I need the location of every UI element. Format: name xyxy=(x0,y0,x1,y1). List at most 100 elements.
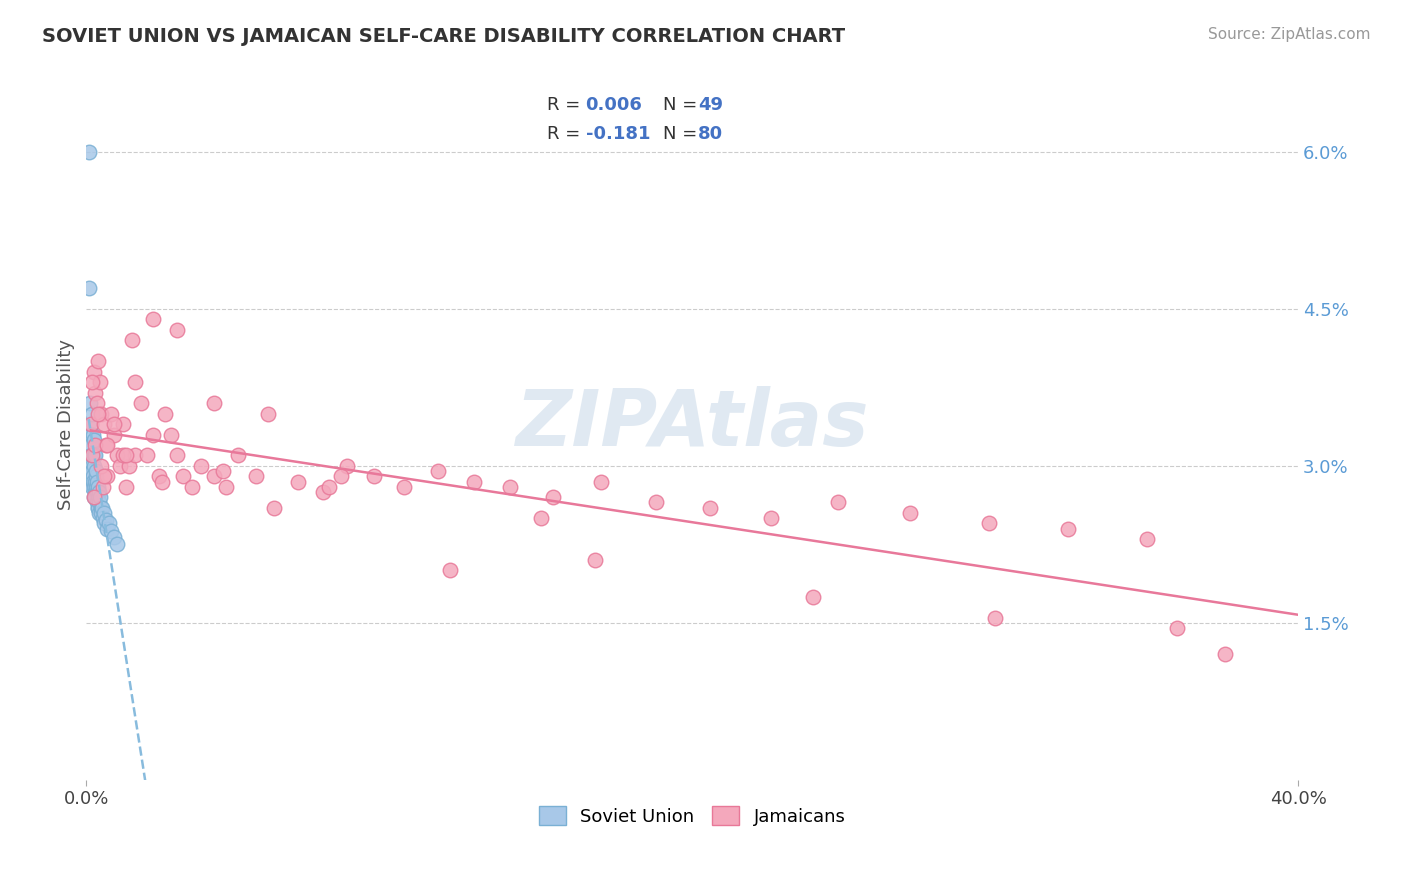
Point xyxy=(83,449,105,463)
Point xyxy=(87,354,110,368)
Point xyxy=(111,417,134,431)
Point xyxy=(87,407,110,421)
Point xyxy=(87,495,110,509)
Point xyxy=(79,281,101,295)
Point xyxy=(181,480,204,494)
Point xyxy=(311,485,333,500)
Point xyxy=(93,516,115,531)
Point xyxy=(166,449,188,463)
Point xyxy=(111,449,134,463)
Point xyxy=(160,427,183,442)
Point xyxy=(91,480,114,494)
Point xyxy=(83,490,105,504)
Point xyxy=(84,464,107,478)
Point xyxy=(644,495,666,509)
Point xyxy=(150,475,173,489)
Point xyxy=(96,438,118,452)
Point xyxy=(226,449,249,463)
Point xyxy=(89,506,111,520)
Point xyxy=(93,469,115,483)
Point xyxy=(1166,621,1188,635)
Y-axis label: Self-Care Disability: Self-Care Disability xyxy=(58,339,75,509)
Point xyxy=(100,524,122,538)
Point xyxy=(84,438,107,452)
Point xyxy=(93,417,115,431)
Point xyxy=(1136,532,1159,546)
Point xyxy=(257,407,280,421)
Point xyxy=(96,469,118,483)
Point xyxy=(82,427,104,442)
Point xyxy=(103,417,125,431)
Point xyxy=(190,458,212,473)
Point xyxy=(82,407,104,421)
Point xyxy=(827,495,849,509)
Point xyxy=(394,480,416,494)
Point xyxy=(90,458,112,473)
Point xyxy=(114,480,136,494)
Point xyxy=(583,553,606,567)
Text: N =: N = xyxy=(664,126,703,144)
Point xyxy=(105,449,128,463)
Point xyxy=(86,485,108,500)
Point xyxy=(984,610,1007,624)
Point xyxy=(94,438,117,452)
Point xyxy=(87,490,110,504)
Point xyxy=(463,475,485,489)
Point xyxy=(82,475,104,489)
Point xyxy=(83,433,105,447)
Point xyxy=(801,590,824,604)
Point xyxy=(80,449,103,463)
Point xyxy=(103,427,125,442)
Point xyxy=(1215,647,1237,661)
Point xyxy=(82,376,104,390)
Point xyxy=(135,449,157,463)
Point xyxy=(82,480,104,494)
Point xyxy=(202,469,225,483)
Point xyxy=(336,458,359,473)
Point xyxy=(898,506,921,520)
Point xyxy=(79,417,101,431)
Point xyxy=(80,458,103,473)
Point xyxy=(80,464,103,478)
Point xyxy=(142,312,165,326)
Point xyxy=(166,323,188,337)
Point xyxy=(87,500,110,515)
Point xyxy=(148,469,170,483)
Text: R =: R = xyxy=(547,95,586,113)
Point xyxy=(329,469,352,483)
Point xyxy=(124,376,146,390)
Point xyxy=(84,449,107,463)
Point xyxy=(89,376,111,390)
Point xyxy=(79,396,101,410)
Point xyxy=(121,334,143,348)
Text: ZIPAtlas: ZIPAtlas xyxy=(516,386,869,462)
Point xyxy=(83,490,105,504)
Point xyxy=(153,407,176,421)
Point xyxy=(77,145,100,160)
Point xyxy=(86,500,108,515)
Point xyxy=(84,385,107,400)
Point xyxy=(90,407,112,421)
Point xyxy=(83,458,105,473)
Point xyxy=(86,495,108,509)
Text: SOVIET UNION VS JAMAICAN SELF-CARE DISABILITY CORRELATION CHART: SOVIET UNION VS JAMAICAN SELF-CARE DISAB… xyxy=(42,27,845,45)
Point xyxy=(263,500,285,515)
Point xyxy=(699,500,721,515)
Point xyxy=(100,407,122,421)
Point xyxy=(287,475,309,489)
Point xyxy=(83,485,105,500)
Point xyxy=(91,511,114,525)
Point xyxy=(86,475,108,489)
Point xyxy=(98,516,121,531)
Point xyxy=(124,449,146,463)
Text: N =: N = xyxy=(664,95,703,113)
Point xyxy=(118,458,141,473)
Point xyxy=(80,417,103,431)
Point xyxy=(530,511,553,525)
Point xyxy=(90,506,112,520)
Point xyxy=(82,449,104,463)
Point xyxy=(439,564,461,578)
Point xyxy=(202,396,225,410)
Text: Source: ZipAtlas.com: Source: ZipAtlas.com xyxy=(1208,27,1371,42)
Point xyxy=(82,469,104,483)
